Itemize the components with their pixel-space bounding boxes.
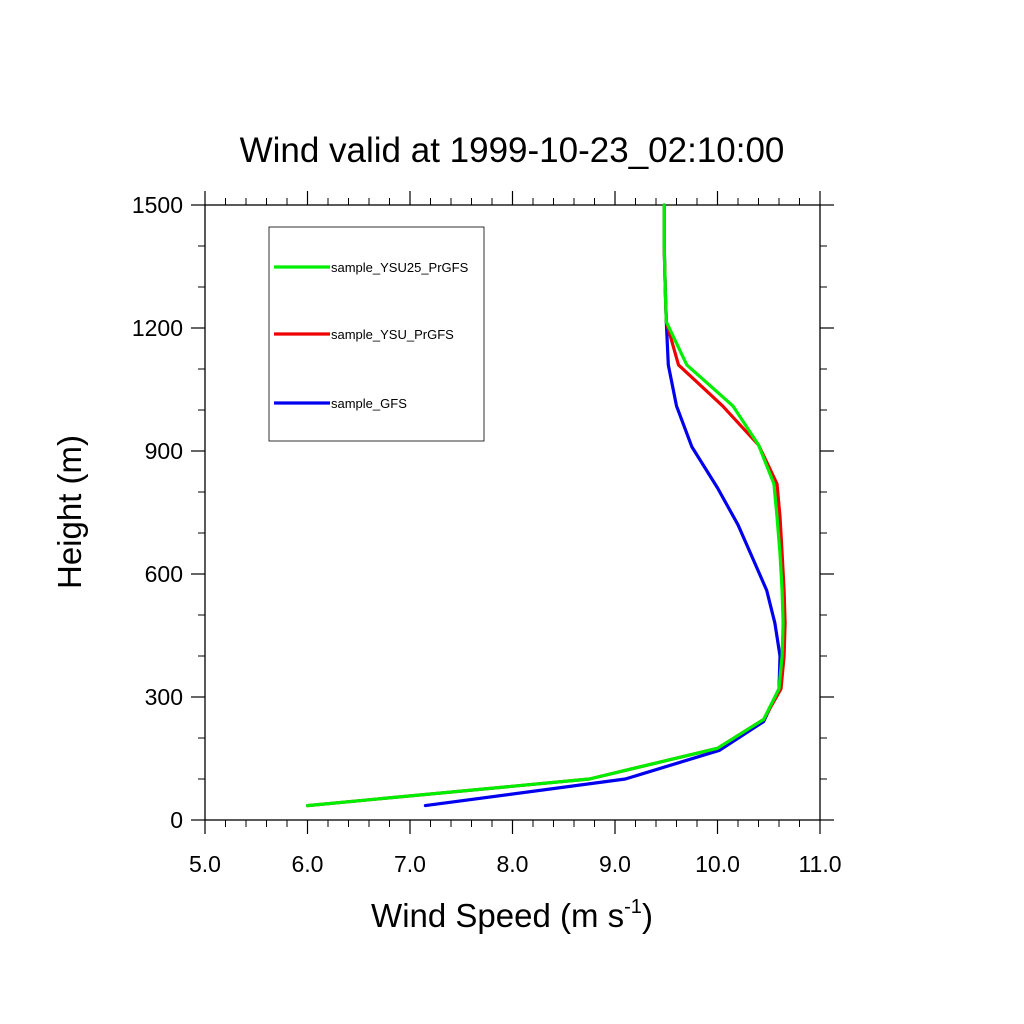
y-axis: 0 300 600 900 1200 1500 bbox=[132, 192, 834, 833]
x-tick-label: 11.0 bbox=[798, 851, 841, 877]
legend-label: sample_GFS bbox=[331, 396, 407, 411]
x-tick-label: 5.0 bbox=[189, 851, 221, 877]
y-tick-label: 0 bbox=[170, 807, 183, 833]
y-tick-label: 1500 bbox=[132, 192, 183, 218]
chart-title: Wind valid at 1999-10-23_02:10:00 bbox=[240, 131, 785, 170]
y-tick-label: 1200 bbox=[132, 315, 183, 341]
x-axis-title: Wind Speed (m s-1) bbox=[371, 896, 653, 934]
y-axis-title: Height (m) bbox=[51, 435, 88, 589]
y-tick-label: 600 bbox=[145, 561, 183, 587]
x-tick-label: 7.0 bbox=[394, 851, 426, 877]
x-tick-label: 6.0 bbox=[292, 851, 324, 877]
x-axis: 5.0 6.0 7.0 8.0 9.0 10.0 11.0 bbox=[189, 191, 842, 877]
legend-label: sample_YSU_PrGFS bbox=[331, 327, 454, 342]
series-line-sample_YSU25_PrGFS bbox=[305, 203, 785, 808]
y-tick-label: 900 bbox=[145, 438, 183, 464]
y-tick-label: 300 bbox=[145, 684, 183, 710]
x-axis-title-main: Wind Speed (m s bbox=[371, 897, 624, 934]
x-axis-title-end: ) bbox=[642, 897, 653, 934]
x-tick-label: 8.0 bbox=[497, 851, 529, 877]
x-tick-label: 9.0 bbox=[599, 851, 631, 877]
legend: sample_YSU25_PrGFS sample_YSU_PrGFSsample… bbox=[268, 226, 485, 442]
series-layer bbox=[305, 203, 787, 808]
legend-label: sample_YSU25_PrGFS bbox=[331, 260, 469, 275]
x-tick-label: 10.0 bbox=[695, 851, 740, 877]
x-axis-title-superscript: -1 bbox=[624, 896, 642, 918]
